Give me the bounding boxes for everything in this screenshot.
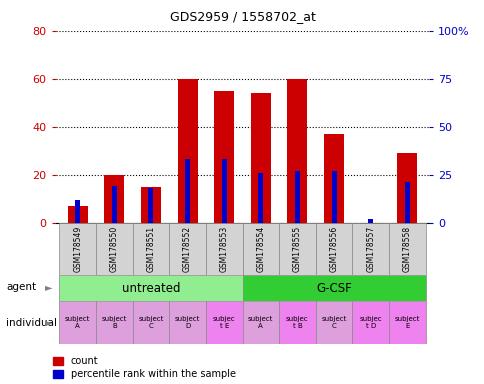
Text: GDS2959 / 1558702_at: GDS2959 / 1558702_at xyxy=(169,10,315,23)
Text: GSM178555: GSM178555 xyxy=(292,225,302,272)
Legend: count, percentile rank within the sample: count, percentile rank within the sample xyxy=(53,356,235,379)
Bar xyxy=(68,206,88,223)
Bar xyxy=(96,301,133,344)
Bar xyxy=(323,134,343,223)
Bar xyxy=(242,301,278,344)
Text: GSM178557: GSM178557 xyxy=(365,225,374,272)
Text: G-CSF: G-CSF xyxy=(316,281,351,295)
Text: subject
D: subject D xyxy=(175,316,200,329)
Bar xyxy=(112,186,117,223)
Bar xyxy=(141,187,161,223)
Text: subject
A: subject A xyxy=(248,316,273,329)
Bar xyxy=(185,159,190,223)
Bar xyxy=(351,223,388,275)
Text: subject
A: subject A xyxy=(65,316,90,329)
Bar xyxy=(294,171,299,223)
Bar xyxy=(388,223,424,275)
Bar xyxy=(250,93,271,223)
Text: individual: individual xyxy=(6,318,57,328)
Text: ►: ► xyxy=(45,282,52,292)
Bar xyxy=(75,200,80,223)
Bar xyxy=(351,301,388,344)
Bar xyxy=(278,223,315,275)
Bar xyxy=(169,301,206,344)
Text: GSM178549: GSM178549 xyxy=(73,225,82,272)
Text: GSM178550: GSM178550 xyxy=(110,225,119,272)
Bar xyxy=(221,159,226,223)
Text: GSM178556: GSM178556 xyxy=(329,225,338,272)
Text: untreated: untreated xyxy=(121,281,180,295)
Text: subjec
t D: subjec t D xyxy=(359,316,381,329)
Text: GSM178554: GSM178554 xyxy=(256,225,265,272)
Bar xyxy=(148,188,153,223)
Bar xyxy=(104,175,124,223)
Text: subjec
t B: subjec t B xyxy=(286,316,308,329)
Text: subject
C: subject C xyxy=(321,316,346,329)
Bar xyxy=(177,79,197,223)
Text: GSM178553: GSM178553 xyxy=(219,225,228,272)
Bar xyxy=(242,275,424,301)
Bar xyxy=(258,173,263,223)
Bar xyxy=(60,301,96,344)
Bar xyxy=(206,301,242,344)
Bar xyxy=(213,91,234,223)
Bar xyxy=(278,301,315,344)
Text: GSM178558: GSM178558 xyxy=(402,225,411,272)
Bar xyxy=(404,182,409,223)
Text: subject
C: subject C xyxy=(138,316,163,329)
Text: agent: agent xyxy=(6,282,36,292)
Bar xyxy=(169,223,206,275)
Bar xyxy=(60,223,96,275)
Bar xyxy=(60,275,242,301)
Bar xyxy=(206,223,242,275)
Bar xyxy=(396,153,416,223)
Text: GSM178552: GSM178552 xyxy=(182,225,192,272)
Text: subject
B: subject B xyxy=(102,316,127,329)
Bar xyxy=(96,223,133,275)
Text: GSM178551: GSM178551 xyxy=(146,225,155,272)
Bar xyxy=(331,171,336,223)
Text: subjec
t E: subjec t E xyxy=(212,316,235,329)
Text: ►: ► xyxy=(45,318,52,328)
Bar xyxy=(133,301,169,344)
Bar xyxy=(133,223,169,275)
Text: subject
E: subject E xyxy=(394,316,419,329)
Bar xyxy=(388,301,424,344)
Bar xyxy=(315,301,351,344)
Bar xyxy=(242,223,278,275)
Bar xyxy=(367,219,372,223)
Bar xyxy=(287,79,307,223)
Bar xyxy=(315,223,351,275)
